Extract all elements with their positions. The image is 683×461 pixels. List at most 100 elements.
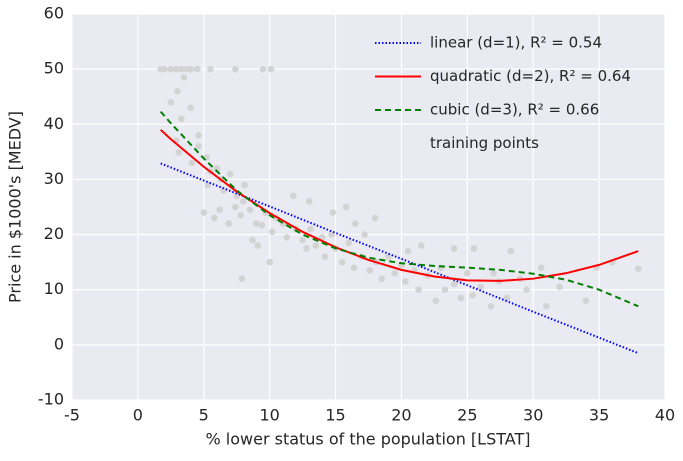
training-point [283, 234, 291, 241]
training-point [167, 98, 175, 106]
training-point [269, 228, 276, 236]
training-point [464, 269, 471, 277]
y-tick-label: 0 [54, 334, 64, 353]
training-point [220, 187, 227, 194]
x-axis-label: % lower status of the population [LSTAT] [205, 430, 530, 449]
y-tick-label: 40 [44, 114, 64, 133]
x-tick-label: 25 [457, 406, 477, 425]
training-point [391, 269, 399, 277]
training-point [543, 302, 550, 310]
y-tick-label: -10 [38, 390, 64, 409]
training-point [469, 291, 476, 299]
training-point [237, 211, 244, 219]
training-point [266, 258, 273, 266]
training-point [174, 87, 181, 95]
fit-line [159, 110, 639, 308]
training-point [226, 170, 234, 178]
training-point [366, 267, 374, 274]
training-point [404, 247, 412, 255]
training-point [187, 104, 194, 112]
training-point [193, 65, 201, 73]
plot-background [72, 14, 665, 400]
training-point [371, 214, 379, 222]
training-point [211, 214, 218, 222]
x-tick-label: 35 [589, 406, 609, 425]
training-point [216, 206, 223, 214]
training-point [470, 245, 478, 252]
training-point [345, 239, 353, 247]
training-point [415, 286, 422, 294]
x-tick-label: 5 [199, 406, 209, 425]
training-point [441, 286, 449, 294]
y-tick-label: 20 [44, 224, 64, 243]
y-tick-label: 50 [44, 59, 64, 78]
training-point [378, 275, 385, 282]
training-point [303, 245, 310, 252]
training-point [240, 198, 247, 205]
training-point [233, 192, 241, 200]
training-point [312, 242, 320, 249]
training-point [329, 209, 337, 216]
x-tick-label: 10 [259, 406, 279, 425]
x-tick-label: 30 [523, 406, 543, 425]
training-point [225, 220, 233, 227]
training-point [384, 253, 392, 260]
legend-label: cubic (d=3), R² = 0.66 [430, 101, 599, 119]
training-point [195, 143, 202, 150]
training-point [232, 203, 239, 211]
training-point [450, 245, 458, 252]
training-point [342, 203, 350, 211]
legend-label: quadratic (d=2), R² = 0.64 [430, 67, 631, 85]
legend-label: linear (d=1), R² = 0.54 [430, 34, 602, 52]
legend-label: training points [430, 134, 539, 152]
training-point [172, 65, 180, 73]
training-point [556, 283, 563, 291]
training-point [178, 65, 185, 73]
training-point [338, 258, 346, 266]
fit-line [160, 162, 639, 355]
training-point [238, 275, 246, 282]
training-point [187, 65, 194, 73]
training-point [457, 294, 465, 302]
training-point [523, 286, 530, 294]
training-point [259, 65, 267, 73]
training-point [195, 132, 202, 139]
training-point [582, 297, 590, 305]
training-point [200, 209, 208, 216]
training-point [432, 297, 440, 305]
training-point [361, 231, 368, 238]
y-tick-label: 10 [44, 279, 64, 298]
x-tick-label: -5 [64, 406, 80, 425]
training-point [487, 302, 495, 310]
training-point [246, 206, 254, 214]
training-point [507, 247, 515, 255]
training-point [634, 265, 642, 273]
x-tick-label: 20 [391, 406, 411, 425]
y-axis-label: Price in $1000's [MEDV] [6, 111, 25, 303]
training-point [253, 220, 260, 227]
x-tick-label: 0 [133, 406, 143, 425]
training-point [258, 221, 266, 229]
training-point [188, 159, 196, 167]
training-point [352, 220, 359, 227]
training-point [417, 242, 425, 249]
training-point [267, 65, 275, 73]
training-point [350, 264, 358, 271]
training-point [319, 234, 326, 241]
training-point [178, 115, 185, 123]
training-point [402, 278, 409, 285]
training-point [321, 253, 329, 260]
training-point [450, 280, 458, 288]
training-point [160, 65, 168, 73]
training-point [175, 149, 183, 156]
x-tick-label: 15 [325, 406, 345, 425]
x-tick-label: 40 [655, 406, 675, 425]
training-point [232, 65, 239, 73]
training-point [537, 264, 545, 271]
training-point [167, 65, 175, 73]
training-point [254, 242, 262, 249]
y-tick-label: 60 [44, 4, 64, 23]
training-point [503, 294, 511, 302]
training-point [299, 236, 306, 244]
